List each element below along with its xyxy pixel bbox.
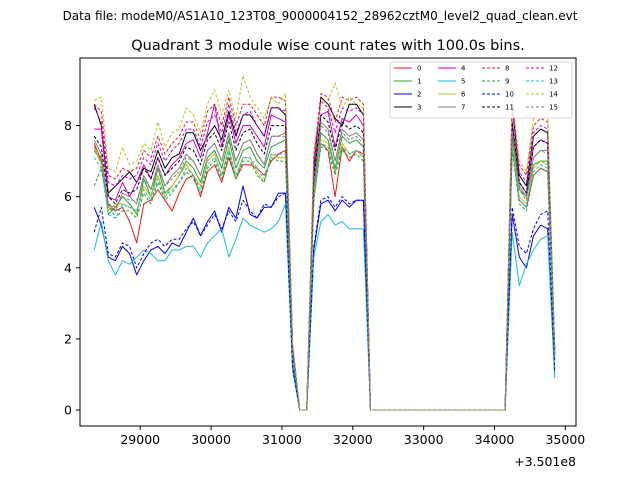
chart-title: Quadrant 3 module wise count rates with … (131, 38, 525, 54)
series-line-13 (93, 142, 556, 411)
legend-label-13: 13 (549, 78, 558, 86)
legend-label-15: 15 (549, 104, 558, 112)
series-line-9 (93, 146, 556, 411)
x-tick-label: 31000 (262, 432, 302, 447)
y-tick-label: 4 (64, 260, 72, 275)
x-tick-label: 33000 (404, 432, 444, 447)
series-layer (93, 75, 556, 411)
data-file-caption: Data file: modeM0/AS1A10_123T08_90000041… (63, 9, 578, 23)
series-line-1 (93, 132, 556, 411)
legend-label-1: 1 (417, 78, 421, 86)
legend-label-0: 0 (417, 65, 421, 73)
y-tick-label: 2 (64, 331, 72, 346)
series-line-0 (93, 142, 556, 411)
legend-label-11: 11 (505, 104, 514, 112)
legend-label-12: 12 (549, 65, 558, 73)
series-line-11 (93, 114, 556, 411)
legend-label-9: 9 (505, 78, 509, 86)
series-line-10 (93, 192, 556, 411)
y-tick-label: 6 (64, 189, 72, 204)
x-tick-label: 34000 (475, 432, 515, 447)
x-offset-label: +3.501e8 (514, 454, 576, 469)
legend-label-14: 14 (549, 91, 558, 99)
legend-label-8: 8 (505, 65, 509, 73)
legend-label-2: 2 (417, 91, 421, 99)
series-line-5 (93, 203, 556, 411)
plot-frame (79, 57, 577, 427)
legend-label-3: 3 (417, 104, 421, 112)
legend-label-5: 5 (461, 78, 465, 86)
y-axis: 0 2 4 6 8 (64, 118, 80, 418)
legend-label-4: 4 (461, 65, 466, 73)
legend-label-6: 6 (461, 91, 466, 99)
series-line-15 (93, 125, 556, 411)
x-axis: 29000 30000 31000 32000 33000 34000 35000 (120, 426, 585, 447)
x-tick-label: 35000 (545, 432, 585, 447)
y-tick-label: 0 (64, 403, 72, 418)
series-line-2 (93, 185, 556, 411)
y-tick-label: 8 (64, 118, 72, 133)
x-tick-label: 29000 (120, 432, 160, 447)
legend-label-7: 7 (461, 104, 465, 112)
x-tick-label: 32000 (333, 432, 373, 447)
series-line-3 (93, 96, 556, 411)
legend-label-10: 10 (505, 91, 514, 99)
x-tick-label: 30000 (191, 432, 231, 447)
legend-box (389, 61, 573, 119)
